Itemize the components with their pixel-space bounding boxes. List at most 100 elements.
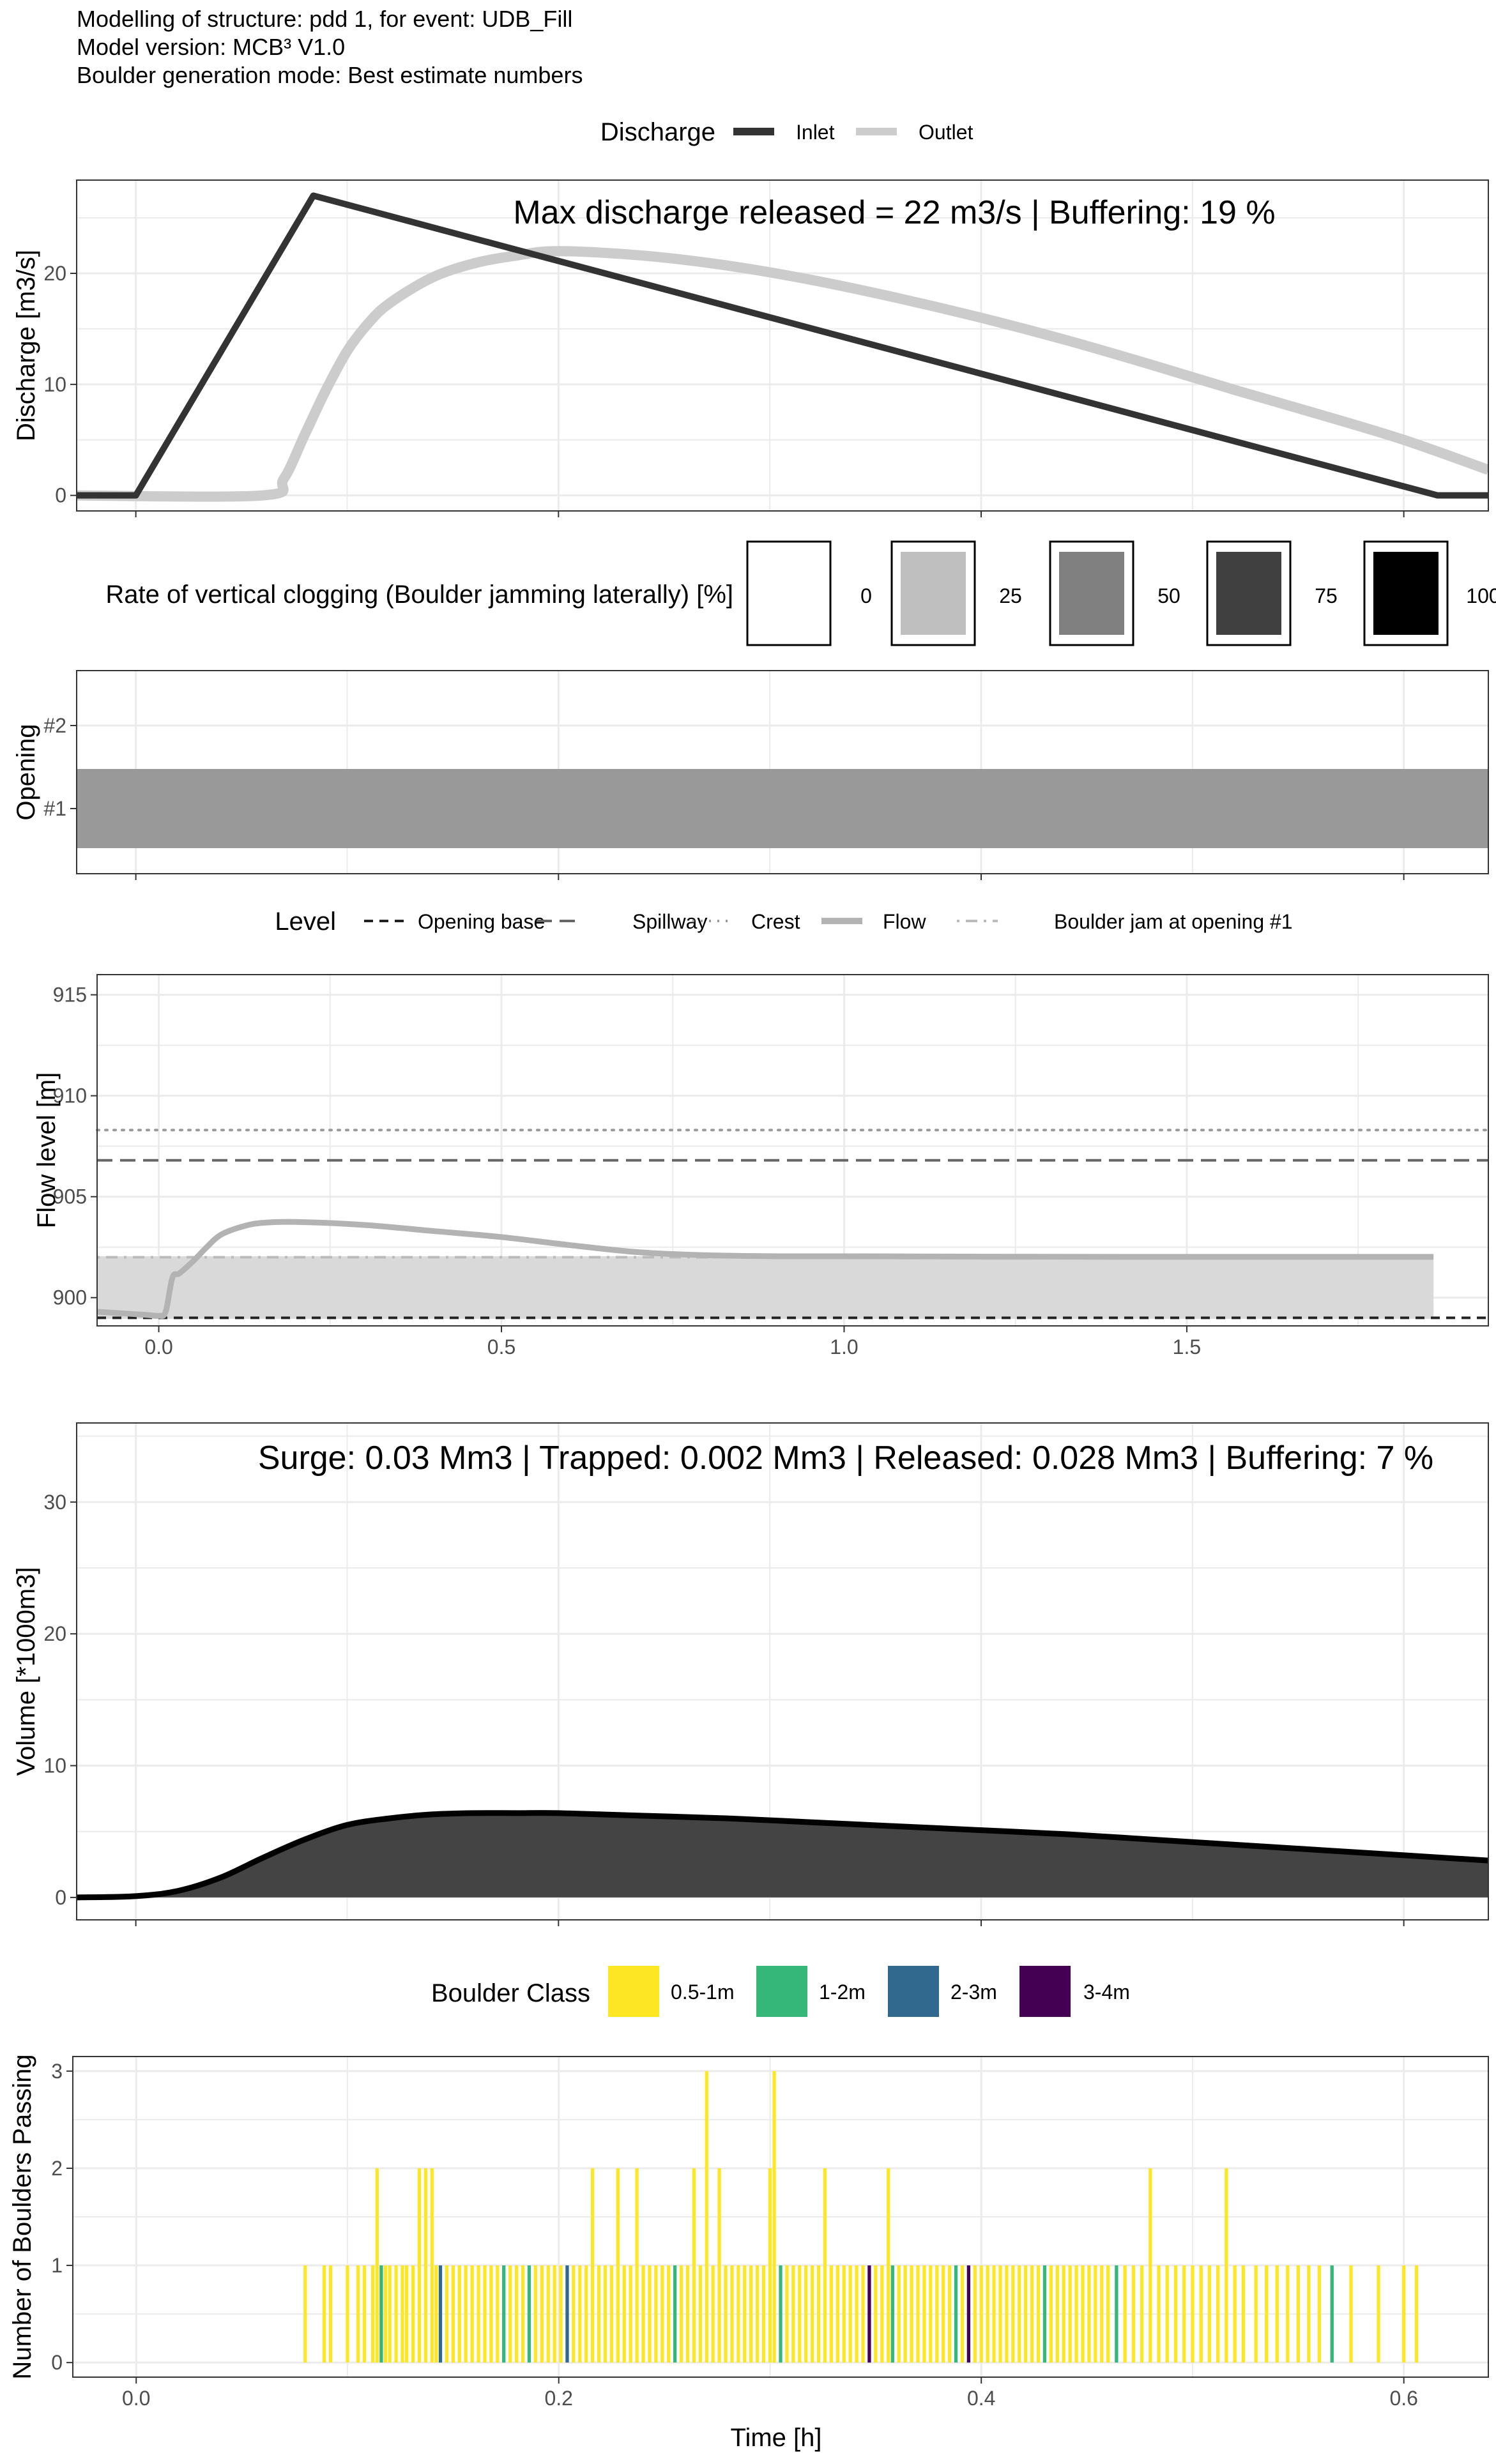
clogging-legend-swatch [1216,552,1281,635]
boulder-legend-label: 1-2m [819,1981,866,2004]
boulder-bar [514,2265,519,2363]
boulder-bar [1296,2265,1300,2363]
discharge-legend: Discharge Inlet Outlet [600,118,973,146]
boulder-bar [1030,2265,1034,2363]
boulder-bar [1199,2265,1203,2363]
boulder-bar [590,2168,595,2363]
boulder-bar [371,2265,375,2363]
boulder-bar [1317,2265,1322,2363]
boulder-bar [1018,2265,1021,2363]
y-tick-label: #1 [43,797,66,820]
y-tick-label: 20 [43,1622,66,1645]
boulder-bar [761,2265,766,2363]
boulder-bar [1165,2265,1169,2363]
volume-area-fill [77,1813,1488,1897]
level-legend-label: Spillway [632,910,707,933]
boulder-bar [992,2265,996,2363]
boulder-bar [1087,2265,1091,2363]
boulder-bar [711,2265,715,2363]
boulder-legend-swatch [888,1966,939,2017]
boulder-class-legend: Boulder Class 0.5-1m 1-2m 2-3m 3-4m [431,1966,1130,2017]
boulder-bar [880,2265,884,2363]
boulder-bar [303,2265,307,2363]
discharge-lines [77,192,1488,502]
volume-y-axis-label: Volume [*1000m3] [12,1567,40,1776]
boulder-bar [1402,2265,1406,2363]
boulder-bar [1024,2265,1028,2363]
boulder-bar [730,2265,734,2363]
clogging-legend-label: 50 [1157,584,1180,607]
clogging-legend-label: 100 [1466,584,1496,607]
boulders-chart: Boulder Class 0.5-1m 1-2m 2-3m 3-4m 0.0 0.2 0… [8,1966,1489,2452]
header-line-model-version: Model version: MCB³ V1.0 [77,34,345,60]
boulder-bar [572,2265,576,2363]
discharge-annotation: Max discharge released = 22 m3/s | Buffe… [513,194,1275,231]
boulder-bar [705,2071,708,2363]
clogging-legend-label: 25 [999,584,1022,607]
panel-background [77,180,1488,511]
boulder-bar [810,2265,814,2363]
y-tick-label: 20 [43,262,66,285]
boulder-bar [942,2265,945,2363]
x-tick-label: 0.6 [1389,2387,1417,2410]
boulder-bar [394,2265,398,2363]
discharge-y-axis-label: Discharge [m3/s] [12,250,40,441]
boulder-bar [489,2265,493,2363]
boulder-bar [685,2265,690,2363]
boulders-x-axis-label: Time [h] [731,2424,822,2452]
boulder-bar [597,2265,601,2363]
boulder-bar [1216,2265,1220,2363]
boulder-bar [755,2265,759,2363]
boulder-bar [584,2265,588,2363]
boulder-bar [546,2265,550,2363]
volume-chart: Surge: 0.03 Mm3 | Trapped: 0.002 Mm3 | R… [12,1422,1489,1926]
volume-panel-border [76,1422,1489,1920]
boulder-bar [508,2265,512,2363]
boulder-bar [836,2265,839,2363]
boulder-bar [829,2265,834,2363]
x-tick-label: 0.2 [544,2387,572,2410]
boulder-bar [445,2265,449,2363]
boulder-bar [935,2265,939,2363]
boulder-bar [438,2265,443,2363]
boulder-bar [540,2265,544,2363]
y-tick-label: 3 [51,2060,63,2083]
boulder-bar [768,2168,772,2363]
volume-axis-ticks: 0 10 20 30 [43,1491,1405,1926]
boulder-bar [629,2265,632,2363]
boulder-bar [1233,2265,1237,2363]
volume-annotation: Surge: 0.03 Mm3 | Trapped: 0.002 Mm3 | R… [258,1440,1433,1477]
discharge-panel-border [76,179,1489,512]
boulder-bar [1042,2265,1047,2363]
clogging-legend-swatch [1373,552,1439,635]
x-tick-label: 0.5 [487,1335,515,1358]
boulder-bar [1349,2265,1353,2363]
boulder-bar [1131,2265,1135,2363]
boulder-bar [434,2265,438,2363]
opening-cell [77,769,1488,848]
boulder-bar [897,2265,901,2363]
boulder-bar [855,2265,859,2363]
boulder-bar [417,2168,422,2363]
level-panel-border [96,974,1489,1327]
boulder-bar [654,2265,658,2363]
boulder-bar [362,2265,367,2363]
boulder-bar [772,2071,776,2363]
boulder-bar [1068,2265,1072,2363]
outlet-line [77,246,1488,502]
boulder-bar [910,2265,913,2363]
boulder-bar [521,2265,525,2363]
boulder-bar [609,2265,614,2363]
boulder-bar [679,2265,683,2363]
level-legend-title: Level [275,908,336,936]
boulder-bar [1182,2265,1186,2363]
discharge-chart: Discharge Inlet Outlet Max discharge rel… [12,118,1489,517]
boulder-bar [328,2265,333,2363]
boulder-bar [979,2265,983,2363]
boulder-bar [1036,2265,1041,2363]
legend-inlet-label: Inlet [796,121,835,144]
y-tick-label: 0 [55,484,66,507]
x-tick-label: 1.5 [1173,1335,1201,1358]
boulder-bar [737,2265,740,2363]
boulder-bar [1123,2265,1127,2363]
